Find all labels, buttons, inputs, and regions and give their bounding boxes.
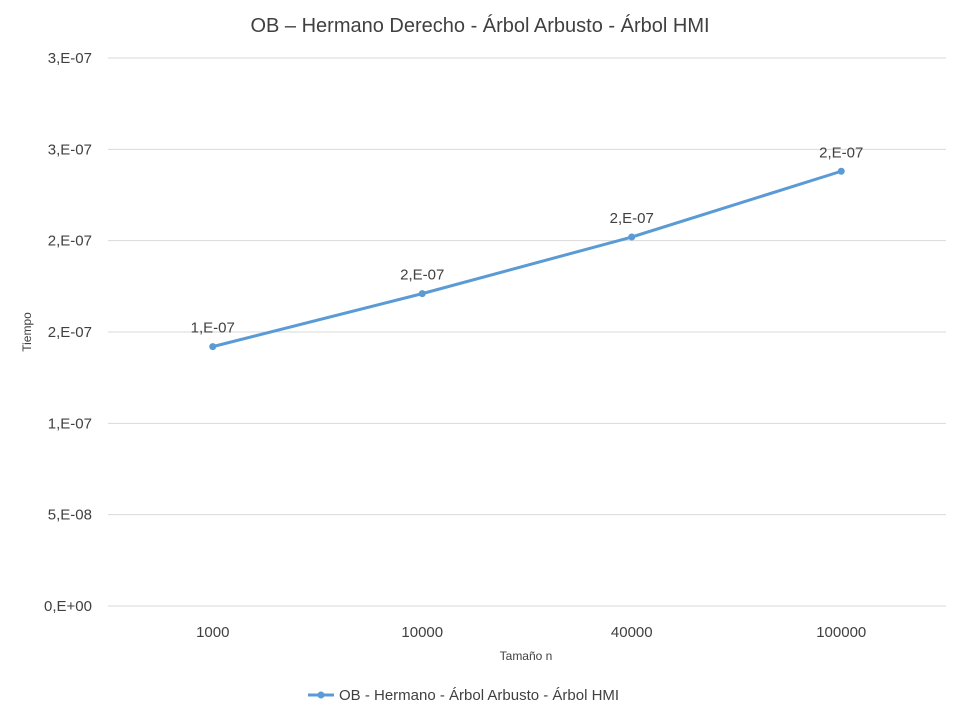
chart-title: OB – Hermano Derecho - Árbol Arbusto - Á… bbox=[250, 14, 709, 37]
series-line bbox=[212, 169, 842, 349]
data-label: 2,E-07 bbox=[610, 210, 654, 227]
y-axis-ticks: 0,E+00 5,E-08 1,E-07 2,E-07 2,E-07 3,E-07 3,E-… bbox=[44, 50, 92, 615]
data-point[interactable] bbox=[628, 233, 636, 241]
data-label: 2,E-07 bbox=[819, 144, 863, 161]
x-tick-label: 1000 bbox=[196, 624, 229, 641]
y-tick-label: 2,E-07 bbox=[48, 233, 92, 250]
x-axis-ticks: 1000 10000 40000 100000 bbox=[196, 624, 866, 641]
x-axis-title: Tamaño n bbox=[500, 649, 553, 663]
x-tick-label: 40000 bbox=[611, 624, 653, 641]
y-tick-label: 5,E-08 bbox=[48, 507, 92, 524]
legend-point-marker bbox=[317, 691, 325, 699]
y-tick-label: 2,E-07 bbox=[48, 324, 92, 341]
gridlines bbox=[108, 57, 946, 607]
data-point[interactable] bbox=[209, 343, 217, 351]
data-label: 2,E-07 bbox=[400, 267, 444, 284]
y-axis-title: Tiempo bbox=[20, 312, 34, 352]
y-tick-label: 0,E+00 bbox=[44, 598, 92, 615]
series-layer: 1,E-07 2,E-07 2,E-07 2,E-07 bbox=[191, 144, 863, 351]
legend-label: OB - Hermano - Árbol Arbusto - Árbol HMI bbox=[339, 687, 619, 704]
y-tick-label: 3,E-07 bbox=[48, 50, 92, 67]
y-tick-label: 1,E-07 bbox=[48, 415, 92, 432]
y-tick-label: 3,E-07 bbox=[48, 141, 92, 158]
data-point[interactable] bbox=[418, 290, 426, 298]
legend[interactable]: OB - Hermano - Árbol Arbusto - Árbol HMI bbox=[308, 687, 619, 704]
data-point[interactable] bbox=[837, 167, 845, 175]
x-tick-label: 100000 bbox=[816, 624, 866, 641]
data-label: 1,E-07 bbox=[191, 320, 235, 337]
x-tick-label: 10000 bbox=[401, 624, 443, 641]
